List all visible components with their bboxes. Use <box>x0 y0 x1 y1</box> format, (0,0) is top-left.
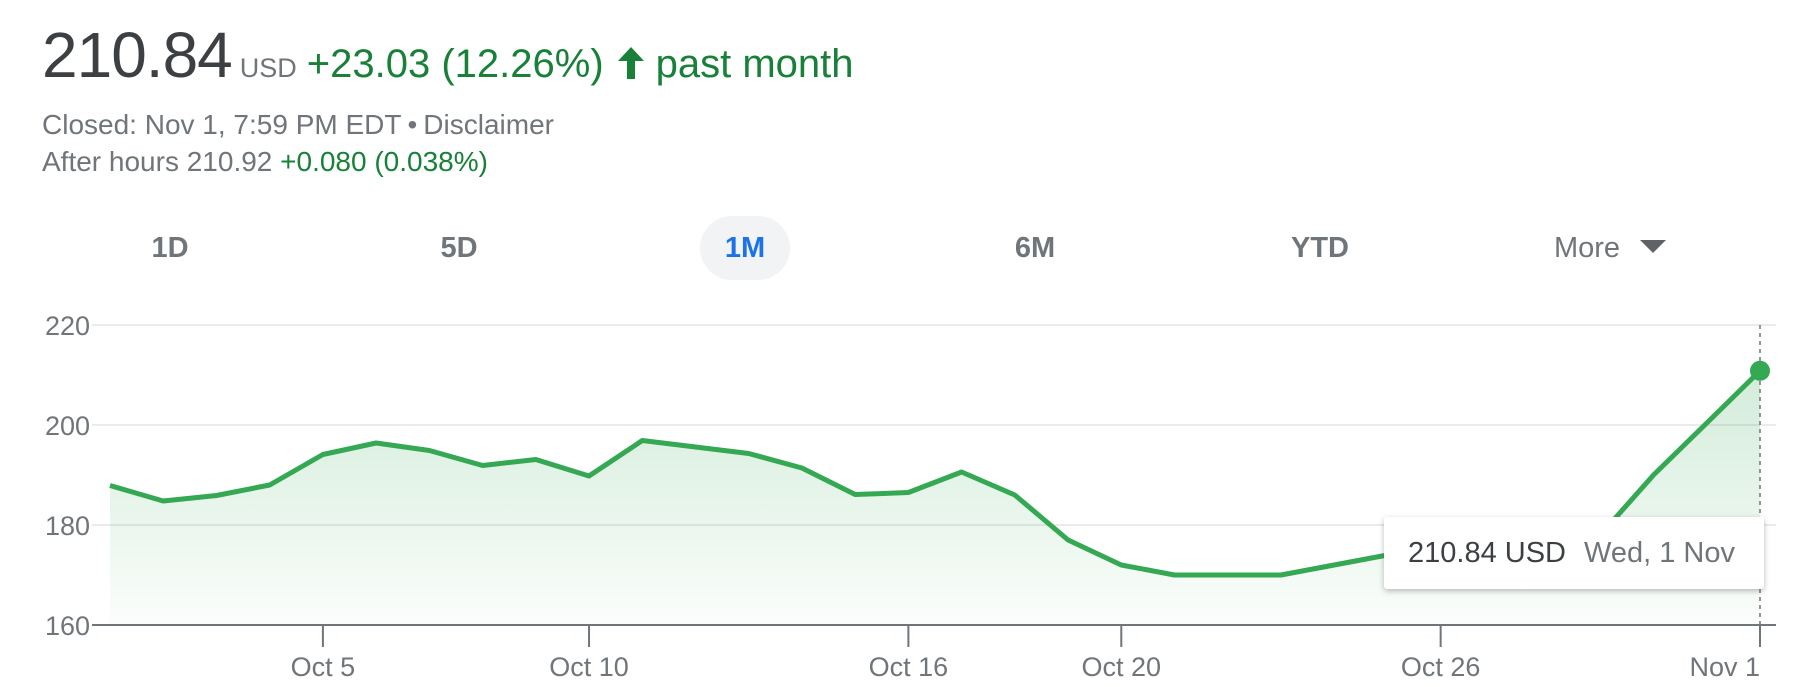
x-tick-label: Nov 1 <box>1689 652 1760 682</box>
price-row: 210.84 USD +23.03 (12.26%) past month <box>42 18 1791 92</box>
closed-status: Closed: Nov 1, 7:59 PM EDT <box>42 109 402 140</box>
market-status: Closed: Nov 1, 7:59 PM EDT • Disclaimer Af… <box>42 106 1791 180</box>
after-hours-label: After hours 210.92 <box>42 146 273 177</box>
range-tabs: 1D 5D 1M 6M YTD More <box>110 216 1690 280</box>
x-tick-label: Oct 16 <box>869 652 949 682</box>
y-tick-label: 180 <box>45 511 90 541</box>
x-tick-label: Oct 5 <box>291 652 356 682</box>
x-tick-label: Oct 26 <box>1401 652 1481 682</box>
last-price-point <box>1750 360 1770 381</box>
period-label: past month <box>655 42 854 86</box>
arrow-up-icon <box>616 45 646 81</box>
y-tick-label: 220 <box>45 311 90 341</box>
x-tick-label: Oct 20 <box>1082 652 1162 682</box>
currency-label: USD <box>239 53 297 83</box>
after-hours-change: +0.080 (0.038%) <box>280 146 488 177</box>
tab-1m[interactable]: 1M <box>700 216 790 280</box>
quote-header: 210.84 USD +23.03 (12.26%) past month Cl… <box>42 18 1791 180</box>
tab-ytd[interactable]: YTD <box>1291 232 1349 264</box>
y-tick-label: 200 <box>45 411 90 441</box>
x-axis-ticks: Oct 5 Oct 10 Oct 16 Oct 20 Oct 26 Nov 1 <box>291 625 1761 682</box>
price-area <box>110 370 1760 625</box>
price-change: +23.03 (12.26%) <box>306 42 604 86</box>
caret-down-icon <box>1640 240 1667 253</box>
tab-more[interactable]: More <box>1530 216 1690 280</box>
current-price: 210.84 <box>42 19 233 91</box>
tooltip-value: 210.84 USD <box>1408 536 1566 569</box>
price-tooltip: 210.84 USD Wed, 1 Nov <box>1384 517 1764 589</box>
separator: • <box>407 109 418 140</box>
tab-6m[interactable]: 6M <box>1014 232 1056 264</box>
more-label: More <box>1553 232 1621 264</box>
tooltip-date: Wed, 1 Nov <box>1584 536 1735 569</box>
disclaimer-link[interactable]: Disclaimer <box>423 109 554 140</box>
tab-1d[interactable]: 1D <box>151 232 189 264</box>
x-tick-label: Oct 10 <box>549 652 629 682</box>
y-axis-labels: 220 200 180 160 <box>45 311 90 641</box>
tab-5d[interactable]: 5D <box>440 232 478 264</box>
y-tick-label: 160 <box>45 611 90 641</box>
